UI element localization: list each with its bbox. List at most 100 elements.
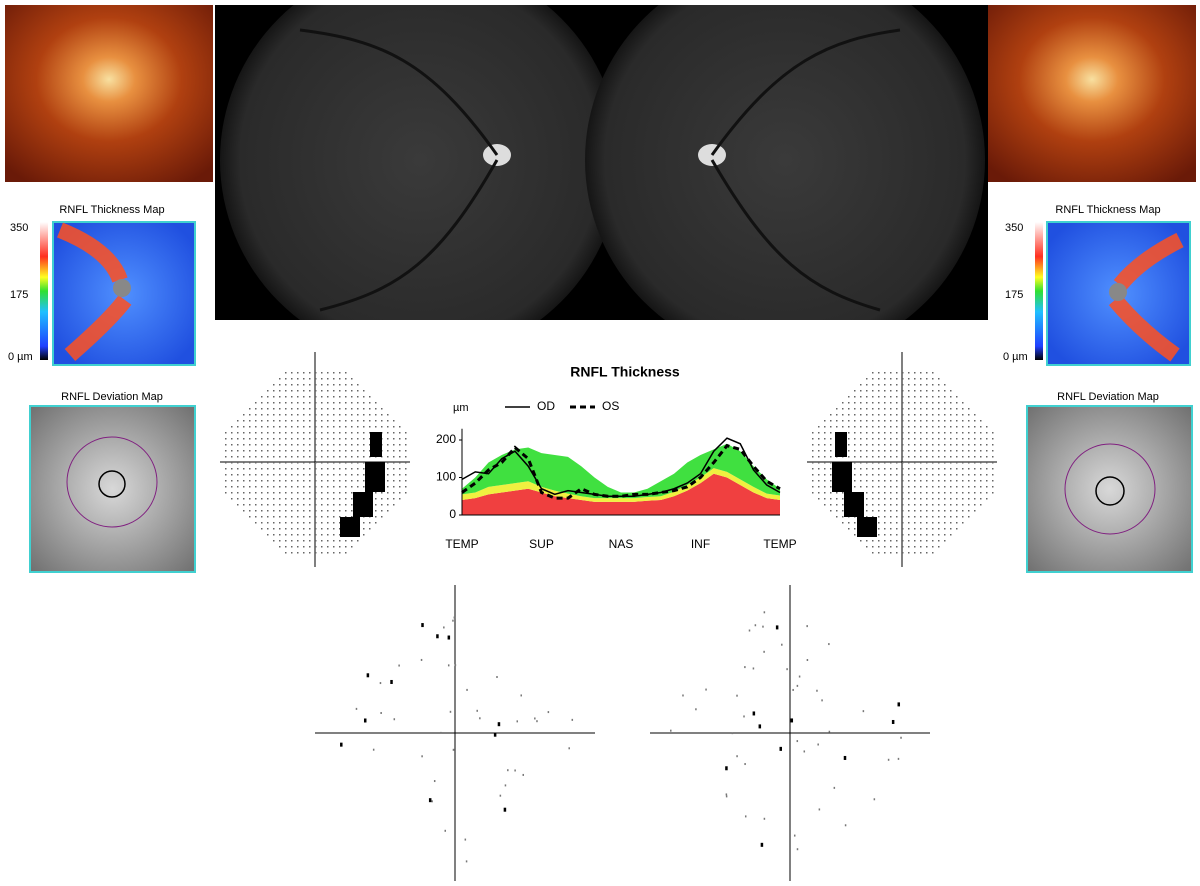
field-dot [351, 396, 353, 398]
field-dot [962, 444, 964, 446]
field-dot [866, 378, 868, 380]
field-dot [890, 438, 892, 440]
field-dot [884, 468, 886, 470]
field-dot [866, 408, 868, 410]
field-dot [303, 372, 305, 374]
field-dot [291, 528, 293, 530]
field-dot [908, 384, 910, 386]
field-dot [393, 456, 395, 458]
field-dot [884, 432, 886, 434]
field-dot [890, 396, 892, 398]
field-dot [914, 516, 916, 518]
field-point [818, 808, 821, 811]
field-dot [944, 528, 946, 530]
field-dot [387, 438, 389, 440]
field-dot [938, 498, 940, 500]
field-dot [878, 444, 880, 446]
field-dot [914, 510, 916, 512]
field-point [682, 694, 684, 697]
field-dot [854, 438, 856, 440]
field-dot [914, 522, 916, 524]
field-dot [321, 396, 323, 398]
field-dot [944, 420, 946, 422]
field-dot [878, 378, 880, 380]
field-dot [315, 420, 317, 422]
field-dot [375, 420, 377, 422]
field-dot [896, 552, 898, 554]
field-dot [291, 510, 293, 512]
field-dot [896, 504, 898, 506]
field-dot [830, 456, 832, 458]
field-dot [872, 468, 874, 470]
field-dot [962, 492, 964, 494]
field-dot [974, 438, 976, 440]
field-dot [932, 474, 934, 476]
field-dot [932, 384, 934, 386]
defect [340, 517, 360, 537]
field-dot [393, 474, 395, 476]
field-dot [279, 438, 281, 440]
field-dot [818, 480, 820, 482]
field-point [547, 711, 550, 714]
field-dot [974, 504, 976, 506]
field-dot [357, 414, 359, 416]
field-dot [303, 546, 305, 548]
field-dot [261, 456, 263, 458]
field-dot [896, 372, 898, 374]
field-dot [393, 450, 395, 452]
field-dot [956, 462, 958, 464]
field-dot [974, 432, 976, 434]
field-dot [309, 474, 311, 476]
field-dot [938, 432, 940, 434]
field-dot [878, 426, 880, 428]
field-dot [926, 456, 928, 458]
field-dot [968, 474, 970, 476]
field-dot [812, 444, 814, 446]
field-dot [255, 516, 257, 518]
field-dot [255, 510, 257, 512]
field-dot [339, 546, 341, 548]
field-point [743, 715, 745, 718]
field-dot [908, 504, 910, 506]
field-point [891, 719, 895, 724]
field-dot [824, 426, 826, 428]
field-dot [339, 438, 341, 440]
field-dot [261, 528, 263, 530]
field-dot [842, 522, 844, 524]
scale-label: 350 [10, 222, 28, 234]
field-dot [932, 432, 934, 434]
field-dot [285, 396, 287, 398]
field-dot [872, 552, 874, 554]
field-dot [848, 528, 850, 530]
field-dot [273, 504, 275, 506]
field-dot [309, 504, 311, 506]
field-dot [878, 456, 880, 458]
field-dot [309, 408, 311, 410]
field-dot [339, 390, 341, 392]
field-dot [866, 492, 868, 494]
field-dot [938, 384, 940, 386]
field-dot [237, 420, 239, 422]
field-dot [866, 474, 868, 476]
field-dot [381, 504, 383, 506]
field-dot [836, 426, 838, 428]
field-point [725, 793, 728, 796]
field-dot [872, 372, 874, 374]
field-dot [938, 444, 940, 446]
field-dot [908, 414, 910, 416]
field-point [379, 682, 382, 685]
field-dot [279, 384, 281, 386]
field-dot [369, 438, 371, 440]
field-dot [914, 378, 916, 380]
field-dot [315, 552, 317, 554]
field-dot [351, 408, 353, 410]
field-dot [878, 480, 880, 482]
field-dot [968, 450, 970, 452]
field-dot [303, 384, 305, 386]
field-dot [327, 408, 329, 410]
field-dot [920, 522, 922, 524]
field-dot [267, 420, 269, 422]
field-dot [938, 402, 940, 404]
field-dot [339, 522, 341, 524]
field-dot [255, 432, 257, 434]
